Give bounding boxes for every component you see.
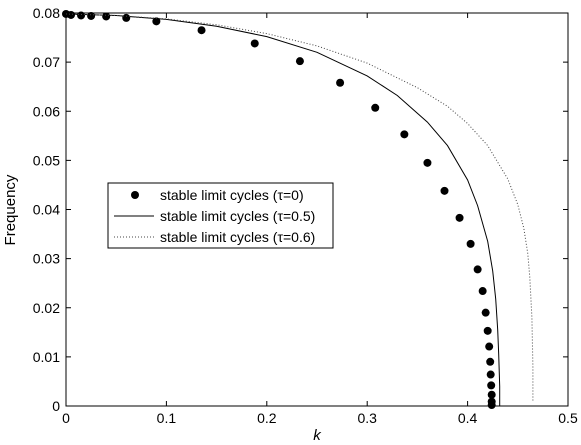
data-point-tau0 <box>483 326 492 335</box>
x-tick-label: 0.1 <box>157 410 177 426</box>
data-point-tau0 <box>485 342 494 351</box>
y-tick-label: 0.03 <box>33 251 60 267</box>
data-point-tau0 <box>197 26 206 35</box>
y-tick-label: 0.06 <box>33 103 60 119</box>
data-point-tau0 <box>77 11 86 20</box>
data-point-tau0 <box>487 401 496 410</box>
legend-label-tau05: stable limit cycles (τ=0.5) <box>160 208 315 224</box>
x-tick-label: 0.4 <box>458 410 478 426</box>
y-tick-label: 0.01 <box>33 349 60 365</box>
data-point-tau0 <box>486 357 495 366</box>
legend-marker-tau0 <box>131 191 139 199</box>
y-tick-label: 0 <box>52 398 60 414</box>
data-point-tau0 <box>336 78 345 87</box>
legend: stable limit cycles (τ=0) stable limit c… <box>107 182 334 249</box>
data-point-tau0 <box>87 11 96 20</box>
data-point-tau0 <box>481 308 490 317</box>
data-point-tau0 <box>152 17 161 26</box>
y-tick-label: 0.04 <box>33 202 60 218</box>
data-point-tau0 <box>478 287 487 296</box>
axis-ticks: 0 0.1 0.2 0.3 0.4 0.5 0 0.01 0.02 0.03 0.04 0.05 0.0… <box>33 5 578 426</box>
data-point-tau0 <box>67 10 76 19</box>
series-line-tau05 <box>65 13 501 406</box>
data-point-tau0 <box>295 57 304 66</box>
data-point-tau0 <box>250 39 259 48</box>
data-point-tau0 <box>473 265 482 274</box>
data-point-tau0 <box>487 390 496 399</box>
data-point-tau0 <box>371 103 380 112</box>
data-point-tau0 <box>466 239 475 248</box>
x-axis-title: k <box>313 427 322 444</box>
data-point-tau0 <box>486 370 495 379</box>
x-tick-label: 0 <box>62 410 70 426</box>
y-tick-label: 0.02 <box>33 300 60 316</box>
legend-label-tau06: stable limit cycles (τ=0.6) <box>160 229 315 245</box>
data-point-tau0 <box>487 381 496 390</box>
data-point-tau0 <box>455 213 464 222</box>
x-tick-label: 0.5 <box>558 410 578 426</box>
data-point-tau0 <box>102 12 111 21</box>
data-point-tau0 <box>440 186 449 195</box>
legend-label-tau0: stable limit cycles (τ=0) <box>160 187 304 203</box>
y-axis-title: Frequency <box>2 174 19 245</box>
x-tick-label: 0.3 <box>357 410 377 426</box>
data-point-tau0 <box>400 130 409 139</box>
x-tick-label: 0.2 <box>257 410 277 426</box>
y-tick-label: 0.05 <box>33 152 60 168</box>
series-line-tau06 <box>65 13 534 402</box>
y-tick-label: 0.07 <box>33 54 60 70</box>
data-point-tau0 <box>122 13 131 22</box>
data-point-tau0 <box>423 158 432 167</box>
series-layer <box>62 9 534 410</box>
y-tick-label: 0.08 <box>33 5 60 21</box>
